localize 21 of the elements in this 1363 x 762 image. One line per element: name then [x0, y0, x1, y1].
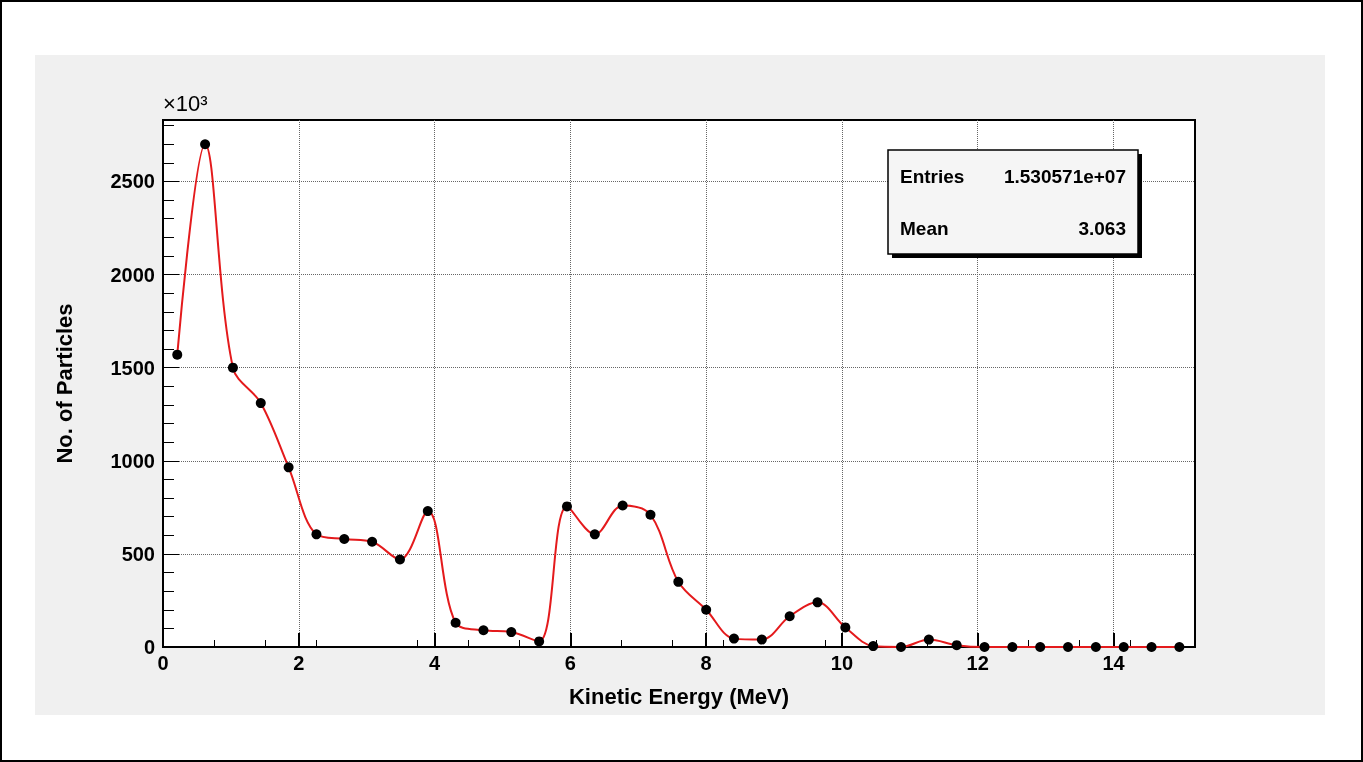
annotation: Entries: [900, 165, 965, 187]
text: ×10³: [163, 90, 208, 116]
annotation: Mean: [900, 217, 949, 239]
x-tick-label: 4: [429, 652, 442, 674]
x-tick-label: 14: [1102, 652, 1126, 674]
x-tick-label: 2: [293, 652, 305, 674]
y-tick-label: 1500: [110, 356, 155, 379]
annotation: 3.063: [1078, 217, 1126, 239]
x-tick-label: 0: [157, 652, 169, 674]
y-tick-label: 500: [121, 542, 155, 565]
y-axis-title: No. of Particles: [51, 303, 77, 464]
y-tick-label: 1000: [110, 449, 155, 472]
x-tick-label: 10: [830, 652, 854, 674]
annotation: 1.530571e+07: [1003, 165, 1126, 187]
x-tick-label: 6: [564, 652, 576, 674]
y-tick-label: 2000: [110, 263, 155, 286]
y-tick-label: 2500: [110, 170, 155, 193]
x-axis-title: Kinetic Energy (MeV): [568, 683, 790, 709]
x-tick-label: 12: [966, 652, 989, 674]
y-tick-label: 0: [143, 636, 155, 658]
x-tick-label: 8: [700, 652, 712, 674]
